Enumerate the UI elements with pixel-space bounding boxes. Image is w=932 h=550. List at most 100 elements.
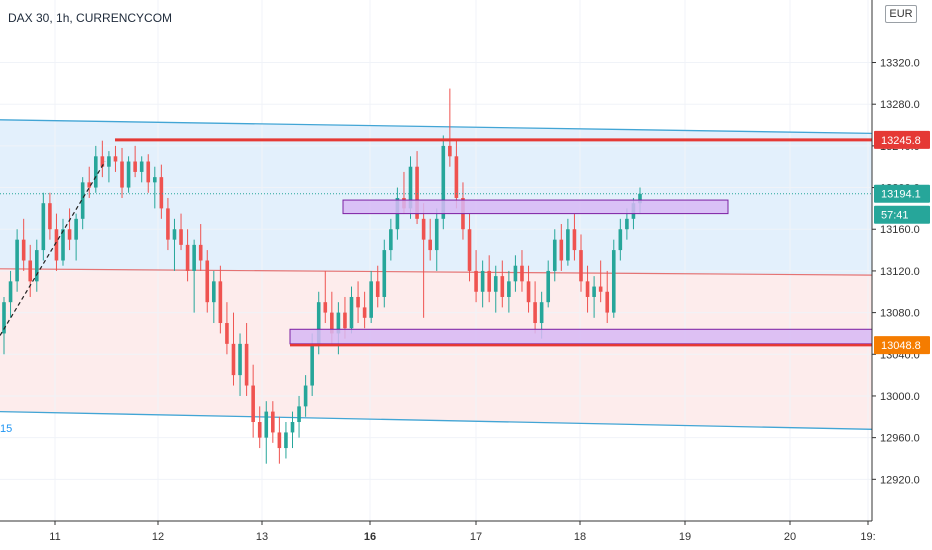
price-tick-label: 13080.0 <box>880 308 920 320</box>
price-label-bg <box>874 130 930 149</box>
time-axis-bg <box>0 521 872 550</box>
price-tick-label: 13320.0 <box>880 58 920 70</box>
candle-body <box>375 281 380 297</box>
time-tick-label: 11 <box>49 531 60 543</box>
zone-rectangle-lower[interactable] <box>289 328 873 345</box>
trend-channel[interactable] <box>0 119 873 430</box>
price-label-text: 13245.8 <box>881 135 921 147</box>
candle-body <box>297 406 301 423</box>
candle-body <box>638 193 642 204</box>
candle-body <box>559 239 564 261</box>
candle-body <box>585 281 590 297</box>
candle-body <box>231 343 236 376</box>
candle-body <box>572 229 577 251</box>
candle-body <box>139 161 144 172</box>
currency-label: EUR <box>889 8 913 20</box>
price-tick-label: 13280.0 <box>880 99 920 111</box>
candle-body <box>67 229 72 240</box>
channel-lower-line[interactable] <box>0 410 873 430</box>
candle-body <box>113 156 118 162</box>
candle-body <box>323 302 328 313</box>
candle-body <box>421 218 426 240</box>
channel-middle-line[interactable] <box>0 268 873 276</box>
candle-body <box>28 260 33 282</box>
candle-body <box>474 270 478 292</box>
time-tick-label: 19: <box>860 531 875 543</box>
candle-body <box>159 177 164 209</box>
price-label-text: 13048.8 <box>881 340 921 352</box>
candle-body <box>277 432 282 449</box>
candle-body <box>303 385 308 407</box>
candle-body <box>493 276 498 292</box>
candle-body <box>15 239 19 282</box>
candle-body <box>441 145 446 219</box>
candle-body <box>362 307 367 318</box>
time-tick-label: 16 <box>364 531 376 543</box>
candle-body <box>166 208 170 240</box>
price-label[interactable]: 13194.1 <box>874 184 930 203</box>
candle-body <box>146 161 151 183</box>
candle-body <box>126 161 131 188</box>
candle-body <box>579 250 583 282</box>
candle-body <box>271 411 275 433</box>
price-label-bg <box>874 205 930 224</box>
currency-badge[interactable]: EUR <box>885 5 917 23</box>
candle-body <box>54 229 59 261</box>
candle-body <box>284 432 288 449</box>
candle-body <box>611 250 616 313</box>
candle-body <box>428 239 432 251</box>
drawings[interactable] <box>0 138 873 347</box>
price-label[interactable]: 57:41 <box>874 205 930 224</box>
candle-body <box>133 161 137 172</box>
candle-body <box>120 161 124 188</box>
candle-body <box>74 218 78 240</box>
channel-upper-line[interactable] <box>0 119 873 135</box>
candle-body <box>605 291 610 313</box>
trend-line-dashed[interactable] <box>0 161 106 336</box>
candle-body <box>61 229 65 261</box>
price-label[interactable]: 13245.8 <box>874 130 930 149</box>
candle-body <box>212 281 216 303</box>
candle-body <box>290 422 295 433</box>
candle-body <box>251 385 255 423</box>
time-tick-label: 12 <box>152 531 164 543</box>
candle-body <box>41 203 46 251</box>
channel-upper-fill <box>0 119 872 276</box>
candle-body <box>356 296 360 308</box>
candles <box>2 88 642 464</box>
price-axis[interactable]: 12920.012960.013000.013040.013080.013120… <box>871 0 932 550</box>
candle-body <box>448 145 452 157</box>
candle-body <box>592 286 596 297</box>
candle-body <box>100 156 105 167</box>
zone-rectangle-upper[interactable] <box>342 199 729 215</box>
candle-body <box>8 281 13 303</box>
price-label[interactable]: 13048.8 <box>874 336 930 355</box>
candle-body <box>244 343 249 386</box>
candle-body <box>598 286 603 292</box>
candle-body <box>389 229 393 251</box>
price-axis-bg <box>872 0 932 550</box>
price-tick-label: 13120.0 <box>880 266 920 278</box>
time-axis[interactable]: 11 12 13 16 17 18 19 20 19: <box>0 520 876 550</box>
candle-body <box>618 229 623 251</box>
candle-body <box>454 156 459 198</box>
left-edge-label: 15 <box>0 423 12 435</box>
grid <box>0 0 872 521</box>
price-tick-label: 13160.0 <box>880 224 920 236</box>
candle-body <box>218 281 223 324</box>
time-tick-label: 17 <box>470 531 482 543</box>
candle-body <box>87 182 92 188</box>
time-tick-label: 13 <box>256 531 268 543</box>
candle-body <box>192 244 196 271</box>
candle-body <box>434 218 439 251</box>
price-tick-label: 12960.0 <box>880 433 920 445</box>
candle-body <box>507 281 511 297</box>
candle-body <box>480 270 485 292</box>
channel-lower-fill <box>0 268 872 430</box>
candle-body <box>415 166 419 219</box>
chart-title: DAX 30, 1h, CURRENCYCOM <box>8 11 172 25</box>
candle-body <box>2 302 6 334</box>
candle-body <box>539 302 544 324</box>
candle-body <box>185 244 190 271</box>
